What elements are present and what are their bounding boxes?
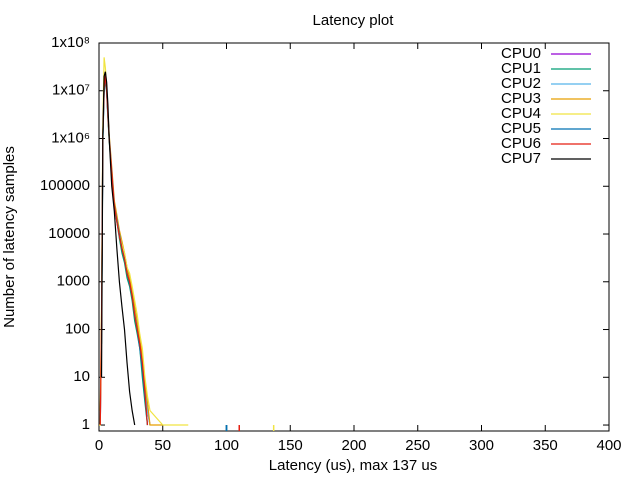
x-tick-label: 150 (278, 437, 303, 454)
series-line (99, 57, 189, 426)
legend-label: CPU5 (501, 120, 541, 137)
x-tick-label: 250 (405, 437, 430, 454)
y-tick-label: 1000 (57, 273, 90, 290)
x-tick-label: 400 (596, 437, 621, 454)
legend-label: CPU1 (501, 60, 541, 77)
y-tick-label: 10 (73, 368, 90, 385)
series-line (99, 75, 149, 426)
y-tick-label: 1x10⁸ (51, 34, 90, 51)
x-axis-label: Latency (us), max 137 us (269, 457, 437, 474)
legend-label: CPU0 (501, 45, 541, 62)
legend-label: CPU4 (501, 105, 541, 122)
x-tick-label: 0 (95, 437, 103, 454)
series-line (99, 71, 163, 426)
legend-label: CPU2 (501, 75, 541, 92)
y-tick-label: 100000 (40, 177, 90, 194)
x-tick-label: 50 (154, 437, 171, 454)
y-tick-label: 100 (65, 320, 90, 337)
y-tick-label: 1x10⁶ (51, 129, 90, 146)
x-tick-label: 200 (341, 437, 366, 454)
y-tick-label: 10000 (48, 225, 90, 242)
legend-label: CPU6 (501, 135, 541, 152)
x-tick-label: 350 (533, 437, 558, 454)
x-tick-label: 100 (214, 437, 239, 454)
y-tick-label: 1x10⁷ (52, 82, 90, 99)
legend-label: CPU3 (501, 90, 541, 107)
series-line (100, 71, 136, 426)
chart-title: Latency plot (313, 12, 395, 29)
legend-label: CPU7 (501, 150, 541, 167)
y-axis-label: Number of latency samples (1, 146, 18, 328)
x-tick-label: 300 (469, 437, 494, 454)
y-tick-label: 1 (82, 416, 90, 433)
